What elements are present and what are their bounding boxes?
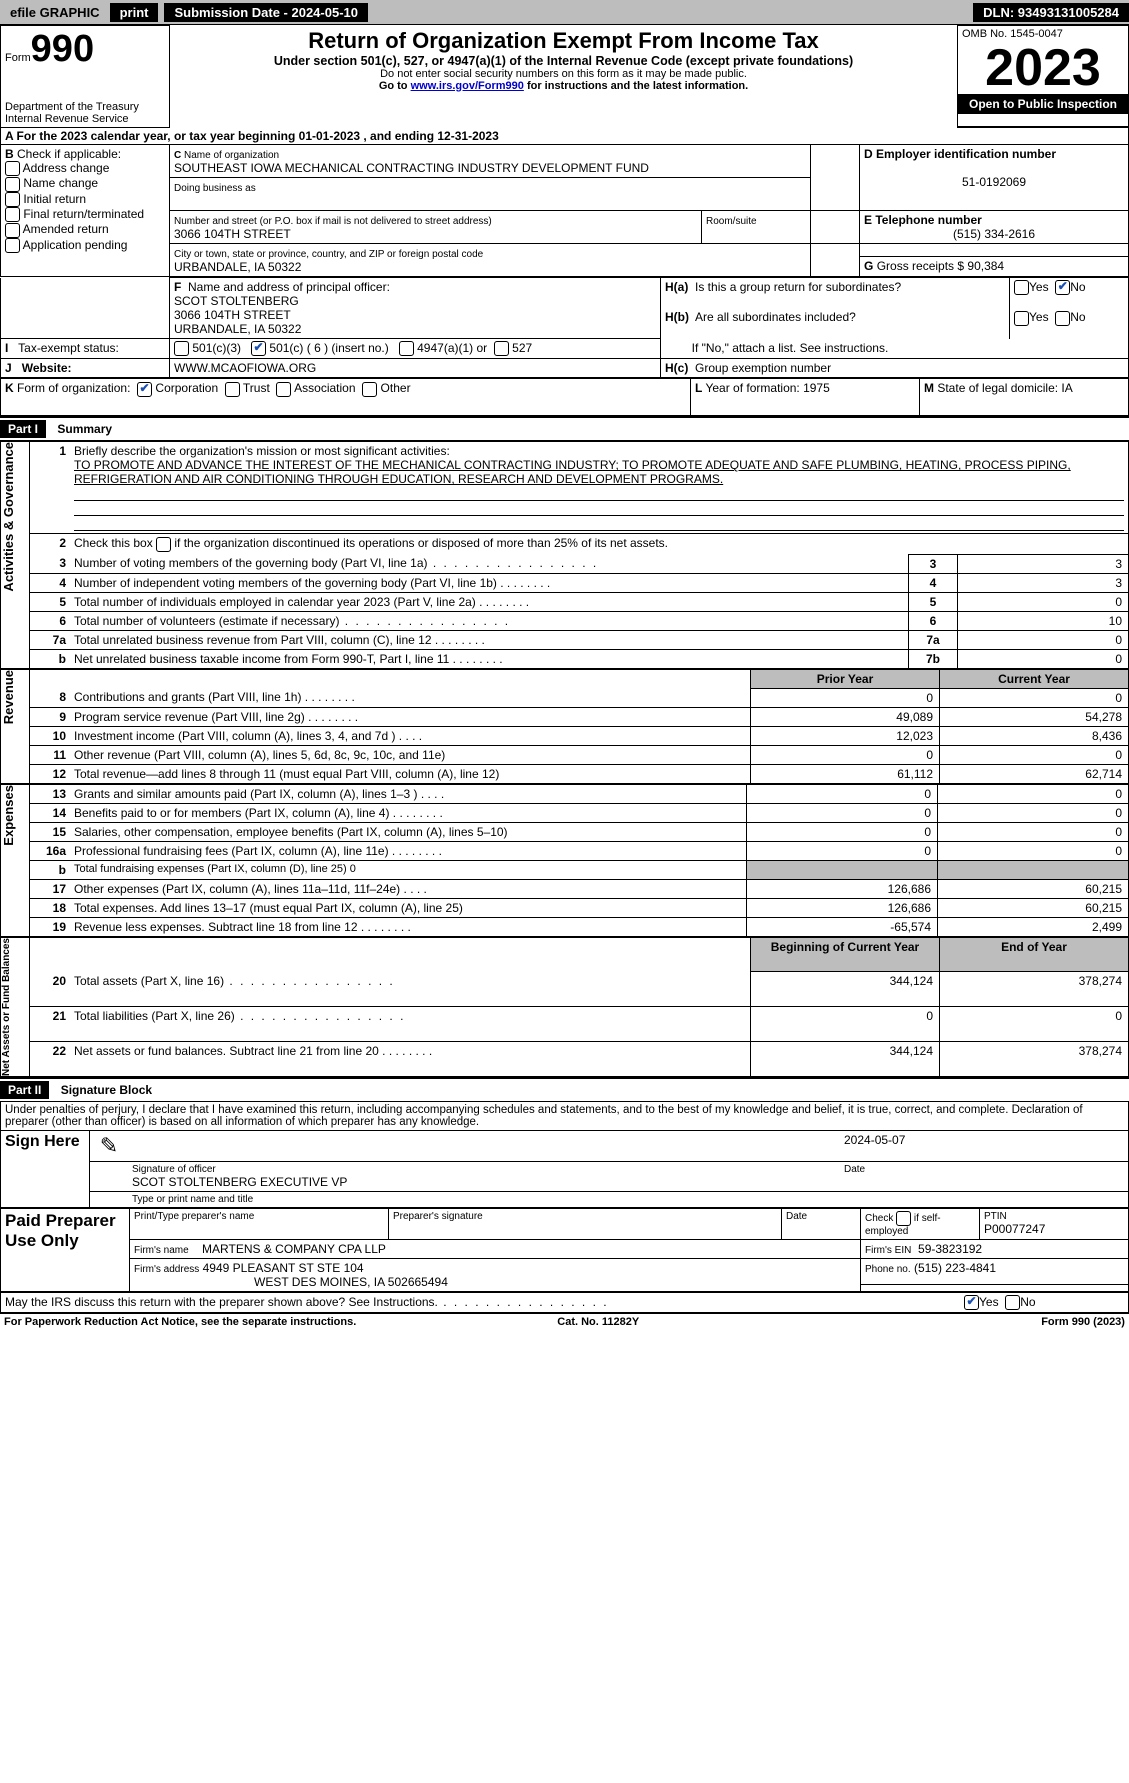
- hb-yesno: Yes No: [1010, 308, 1129, 338]
- hb-note: If "No," attach a list. See instructions…: [661, 339, 1129, 359]
- may-irs: May the IRS discuss this return with the…: [1, 1292, 961, 1312]
- q7a: Total unrelated business revenue from Pa…: [70, 630, 909, 649]
- footer: For Paperwork Reduction Act Notice, see …: [0, 1313, 1129, 1330]
- may-yesno: Yes No: [960, 1292, 1129, 1312]
- dept-label: Department of the Treasury Internal Reve…: [5, 101, 165, 125]
- vlabel-activities: Activities & Governance: [1, 442, 30, 668]
- q4: Number of independent voting members of …: [70, 573, 909, 592]
- sig-date: 2024-05-07: [840, 1130, 1129, 1161]
- part2-num: Part II: [0, 1081, 49, 1099]
- section-i: I Tax-exempt status:: [1, 339, 170, 359]
- section-c-dba: Doing business as: [170, 178, 811, 211]
- section-c-name: C Name of organization SOUTHEAST IOWA ME…: [170, 145, 811, 178]
- section-f: F Name and address of principal officer:…: [170, 278, 661, 339]
- q6: Total number of volunteers (estimate if …: [70, 611, 909, 630]
- section-l: L Year of formation: 1975: [691, 379, 920, 416]
- declaration: Under penalties of perjury, I declare th…: [0, 1102, 1129, 1130]
- section-ha: H(a) Is this a group return for subordin…: [661, 278, 1010, 309]
- section-g: G Gross receipts $ 90,384: [860, 257, 1129, 277]
- ha-yesno: Yes No: [1010, 278, 1129, 309]
- vlabel-revenue: Revenue: [1, 669, 30, 783]
- vlabel-expenses: Expenses: [1, 784, 30, 936]
- room-suite: Room/suite: [702, 211, 811, 244]
- pen-icon: ✎: [90, 1130, 129, 1161]
- section-hb: H(b) Are all subordinates included?: [661, 308, 1010, 338]
- print-button[interactable]: print: [110, 3, 159, 22]
- website-val: WWW.MCAOFIOWA.ORG: [170, 359, 661, 378]
- part2-title: Signature Block: [53, 1083, 152, 1097]
- sign-here: Sign Here: [1, 1130, 90, 1207]
- section-b: B Check if applicable: Address change Na…: [1, 145, 170, 277]
- vlabel-net: Net Assets or Fund Balances: [1, 937, 30, 1076]
- q3: Number of voting members of the governin…: [70, 554, 909, 573]
- section-c-city: City or town, state or province, country…: [170, 244, 811, 277]
- tax-status-opts: 501(c)(3) 501(c) ( 6 ) (insert no.) 4947…: [170, 339, 661, 359]
- submission-date: Submission Date - 2024-05-10: [164, 3, 368, 22]
- section-hc: H(c) Group exemption number: [661, 359, 1129, 378]
- q2: Check this box if the organization disco…: [70, 534, 1129, 554]
- q1: Briefly describe the organization's miss…: [70, 442, 1129, 534]
- section-c-street: Number and street (or P.O. box if mail i…: [170, 211, 702, 244]
- q7b: Net unrelated business taxable income fr…: [70, 649, 909, 668]
- line-a: A For the 2023 calendar year, or tax yea…: [0, 128, 1129, 144]
- efile-label: efile GRAPHIC: [0, 3, 110, 22]
- irs-link[interactable]: www.irs.gov/Form990: [411, 80, 524, 92]
- part1-title: Summary: [49, 422, 112, 436]
- q5: Total number of individuals employed in …: [70, 592, 909, 611]
- section-k: K Form of organization: Corporation Trus…: [1, 379, 691, 416]
- title-cell: Return of Organization Exempt From Incom…: [170, 26, 958, 127]
- form-number-cell: Form990 Department of the Treasury Inter…: [1, 26, 170, 128]
- section-e: E Telephone number (515) 334-2616: [860, 211, 1129, 244]
- part1-num: Part I: [0, 420, 46, 438]
- dln: DLN: 93493131005284: [973, 3, 1129, 22]
- year-cell: OMB No. 1545-0047 2023 Open to Public In…: [958, 26, 1129, 127]
- section-j: J Website:: [1, 359, 170, 378]
- paid-prep: Paid Preparer Use Only: [1, 1208, 130, 1291]
- section-d: D Employer identification number 51-0192…: [860, 145, 1129, 211]
- topbar: efile GRAPHIC print Submission Date - 20…: [0, 0, 1129, 25]
- section-m: M State of legal domicile: IA: [920, 379, 1129, 416]
